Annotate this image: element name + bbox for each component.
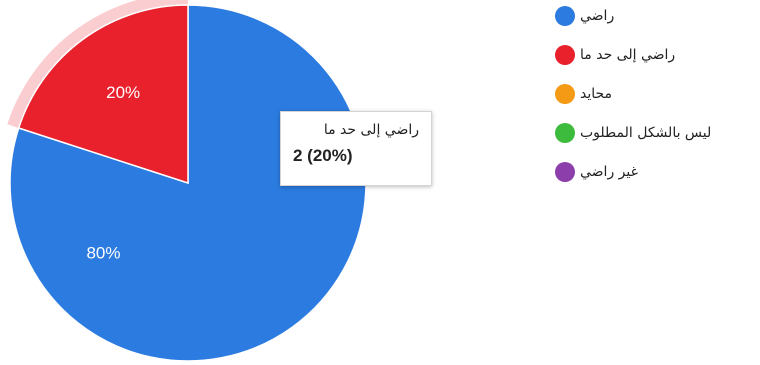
slice-tooltip: راضي إلى حد ما 2 (20%) <box>280 111 432 186</box>
legend-item[interactable]: راضي إلى حد ما <box>555 45 755 65</box>
slice-highlight <box>7 0 188 128</box>
legend-item[interactable]: محايد <box>555 84 755 104</box>
legend-item[interactable]: غير راضي <box>555 162 755 182</box>
legend-swatch <box>555 84 575 104</box>
pie-slice[interactable] <box>17 4 189 185</box>
legend-swatch <box>555 6 575 26</box>
legend-label: محايد <box>580 86 613 102</box>
pie-slice[interactable] <box>9 4 367 362</box>
legend-label: غير راضي <box>580 164 638 180</box>
legend-label: ليس بالشكل المطلوب <box>580 125 712 141</box>
tooltip-title: راضي إلى حد ما <box>323 122 419 138</box>
legend-item[interactable]: ليس بالشكل المطلوب <box>555 123 755 143</box>
legend-swatch <box>555 45 575 65</box>
slice-percent-label: 80% <box>86 243 120 262</box>
legend-swatch <box>555 162 575 182</box>
tooltip-value: 2 (20%) <box>293 146 353 165</box>
legend-item[interactable]: راضي <box>555 6 755 26</box>
legend-label: راضي إلى حد ما <box>580 47 676 63</box>
legend-label: راضي <box>580 8 615 24</box>
legend-swatch <box>555 123 575 143</box>
chart-legend: راضي راضي إلى حد ما محايد ليس بالشكل الم… <box>555 6 755 201</box>
slice-percent-label: 20% <box>106 83 140 102</box>
